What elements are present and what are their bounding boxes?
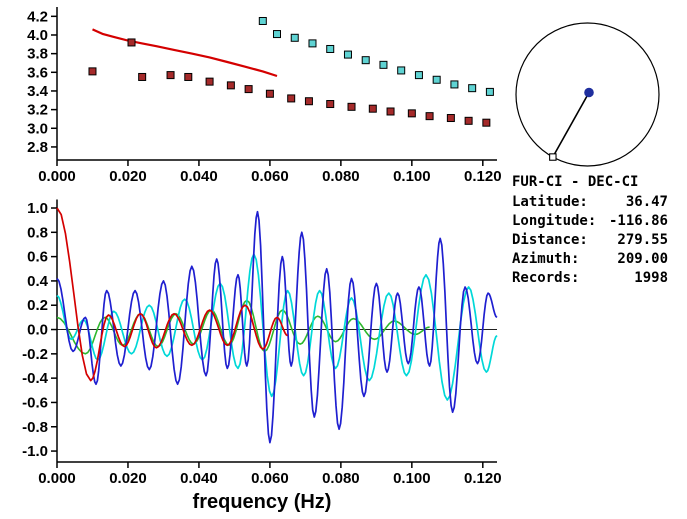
svg-text:0.080: 0.080 xyxy=(322,168,360,185)
svg-text:0.040: 0.040 xyxy=(180,470,218,487)
station-info-panel: FUR-CI - DEC-CI Latitude: 36.47 Longitud… xyxy=(512,172,668,288)
info-row-azimuth: Azimuth: 209.00 xyxy=(512,250,668,269)
distance-label: Distance: xyxy=(512,232,588,248)
svg-text:0.8: 0.8 xyxy=(27,224,48,241)
svg-text:2.8: 2.8 xyxy=(27,139,48,156)
dispersion-chart[interactable]: 0.000 0.020 0.040 0.060 0.080 0.100 0.120 2.8 3.… xyxy=(27,7,502,185)
svg-text:0.120: 0.120 xyxy=(464,168,502,185)
info-row-distance: Distance: 279.55 xyxy=(512,231,668,250)
svg-text:-0.6: -0.6 xyxy=(22,394,48,411)
info-row-records: Records: 1998 xyxy=(512,269,668,288)
svg-text:0.000: 0.000 xyxy=(38,470,76,487)
svg-text:4.2: 4.2 xyxy=(27,8,48,25)
svg-text:-0.2: -0.2 xyxy=(22,346,48,363)
svg-text:0.000: 0.000 xyxy=(38,168,76,185)
svg-text:0.100: 0.100 xyxy=(393,470,431,487)
svg-text:3.6: 3.6 xyxy=(27,64,48,81)
svg-text:0.020: 0.020 xyxy=(109,470,147,487)
svg-text:3.4: 3.4 xyxy=(27,83,49,100)
svg-text:-0.4: -0.4 xyxy=(22,370,49,387)
azimuth-diagram xyxy=(515,22,660,167)
svg-text:0.6: 0.6 xyxy=(27,249,48,266)
longitude-value: -116.86 xyxy=(608,213,668,229)
info-row-longitude: Longitude: -116.86 xyxy=(512,212,668,231)
records-value: 1998 xyxy=(634,270,668,286)
latitude-value: 36.47 xyxy=(625,194,668,210)
svg-text:-1.0: -1.0 xyxy=(22,443,48,460)
info-row-latitude: Latitude: 36.47 xyxy=(512,193,668,212)
svg-text:0.4: 0.4 xyxy=(27,273,49,290)
svg-text:3.2: 3.2 xyxy=(27,102,48,119)
azimuth-value: 209.00 xyxy=(617,251,668,267)
svg-text:1.0: 1.0 xyxy=(27,200,48,217)
svg-text:0.100: 0.100 xyxy=(393,168,431,185)
svg-text:0.060: 0.060 xyxy=(251,168,289,185)
svg-text:4.0: 4.0 xyxy=(27,27,48,44)
svg-text:-0.8: -0.8 xyxy=(22,419,48,436)
svg-text:0.0: 0.0 xyxy=(27,322,48,339)
station-pair-title: FUR-CI - DEC-CI xyxy=(512,174,639,190)
waveform-chart[interactable]: 0.000 0.020 0.040 0.060 0.080 0.100 0.120 -1.0 -… xyxy=(22,199,502,488)
records-label: Records: xyxy=(512,270,580,286)
svg-text:0.120: 0.120 xyxy=(464,470,502,487)
longitude-label: Longitude: xyxy=(512,213,597,229)
svg-text:0.020: 0.020 xyxy=(109,168,147,185)
svg-text:3.0: 3.0 xyxy=(27,120,48,137)
svg-text:3.8: 3.8 xyxy=(27,46,48,63)
svg-text:0.080: 0.080 xyxy=(322,470,360,487)
svg-text:0.040: 0.040 xyxy=(180,168,218,185)
distance-value: 279.55 xyxy=(617,232,668,248)
latitude-label: Latitude: xyxy=(512,194,588,210)
azimuth-label: Azimuth: xyxy=(512,251,580,267)
svg-text:0.060: 0.060 xyxy=(251,470,289,487)
frequency-axis-label: frequency (Hz) xyxy=(193,491,332,513)
svg-text:0.2: 0.2 xyxy=(27,297,48,314)
